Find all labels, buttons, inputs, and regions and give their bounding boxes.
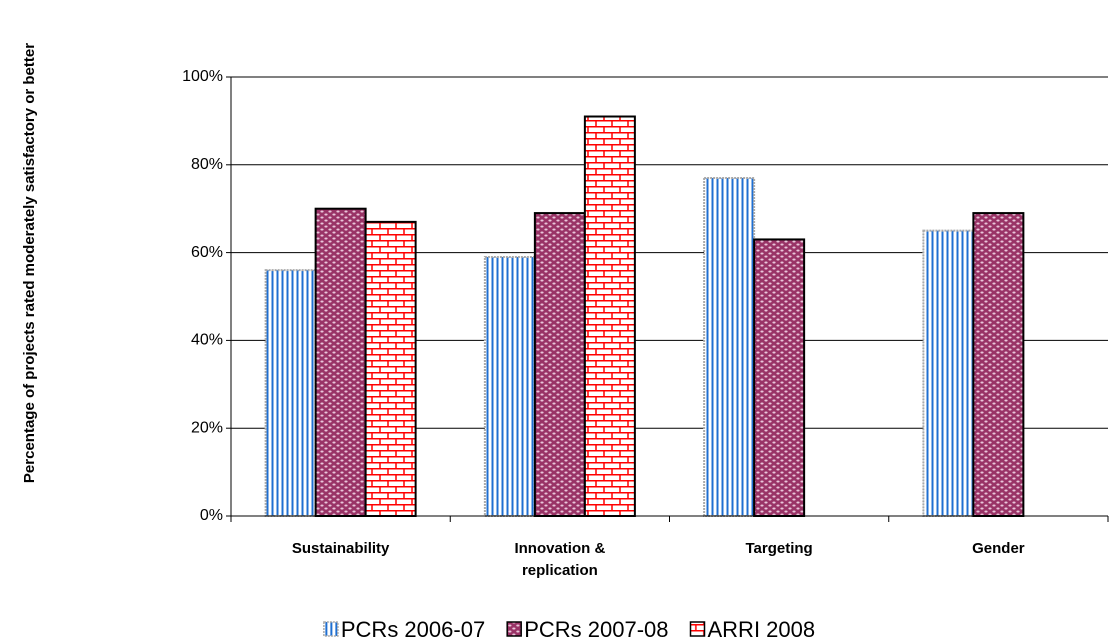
bar bbox=[922, 229, 975, 517]
legend-swatch bbox=[506, 621, 522, 637]
y-tick-label: 100% bbox=[182, 68, 223, 85]
bar bbox=[972, 212, 1025, 517]
bar bbox=[314, 207, 367, 517]
legend-swatch bbox=[689, 621, 706, 637]
bar bbox=[364, 220, 417, 517]
bar bbox=[703, 176, 756, 517]
x-tick-label: Innovation & replication bbox=[514, 540, 606, 579]
bar bbox=[264, 269, 317, 517]
x-tick-label: Gender bbox=[972, 540, 1025, 557]
y-tick-label: 80% bbox=[191, 156, 223, 173]
y-tick-label: 60% bbox=[191, 244, 223, 261]
x-tick-label: Targeting bbox=[745, 540, 813, 557]
bar bbox=[753, 238, 806, 517]
y-tick-label: 20% bbox=[191, 419, 223, 436]
bar bbox=[483, 255, 536, 517]
y-axis-label: Percentage of projects rated moderately … bbox=[21, 42, 38, 484]
y-tick-label: 0% bbox=[200, 507, 223, 524]
legend-label: ARRI 2008 bbox=[708, 617, 816, 642]
legend-label: PCRs 2007-08 bbox=[524, 617, 668, 642]
y-tick-label: 40% bbox=[191, 332, 223, 349]
legend-swatch bbox=[323, 621, 339, 637]
bar bbox=[583, 115, 636, 517]
legend: PCRs 2006-07 PCRs 2007-08 ARRI 2008 bbox=[323, 617, 816, 642]
legend-label: PCRs 2006-07 bbox=[341, 617, 485, 642]
x-tick-label: Sustainability bbox=[291, 540, 390, 557]
bar bbox=[533, 212, 586, 517]
